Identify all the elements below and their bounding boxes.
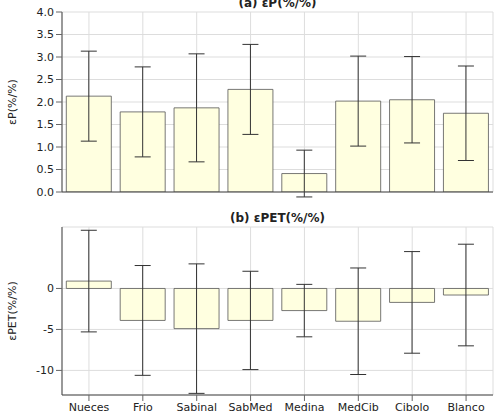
svg-text:Medina: Medina xyxy=(284,401,324,413)
svg-text:MedCib: MedCib xyxy=(338,401,379,413)
svg-text:3.0: 3.0 xyxy=(37,51,55,64)
svg-text:Sabinal: Sabinal xyxy=(176,401,217,413)
svg-text:0: 0 xyxy=(47,282,54,295)
html-text:(b) εPET(%/%): (b) εPET(%/%) xyxy=(230,211,325,225)
svg-text:4.0: 4.0 xyxy=(37,6,55,19)
svg-text:-10: -10 xyxy=(36,364,54,377)
svg-text:Cibolo: Cibolo xyxy=(395,401,430,413)
svg-text:1.0: 1.0 xyxy=(37,141,55,154)
svg-text:1.5: 1.5 xyxy=(37,118,55,131)
svg-text:2.0: 2.0 xyxy=(37,96,55,109)
svg-text:Frio: Frio xyxy=(133,401,153,413)
svg-text:Blanco: Blanco xyxy=(448,401,485,413)
svg-text:3.5: 3.5 xyxy=(37,28,55,41)
svg-text:0.0: 0.0 xyxy=(37,186,55,199)
svg-text:εPET(%/%): εPET(%/%) xyxy=(8,281,19,340)
svg-text:Nueces: Nueces xyxy=(69,401,110,413)
svg-text:εP(%/%): εP(%/%) xyxy=(8,79,19,125)
svg-text:SabMed: SabMed xyxy=(229,401,273,413)
svg-text:2.5: 2.5 xyxy=(37,73,55,86)
svg-text:-5: -5 xyxy=(43,323,54,336)
svg-text:0.5: 0.5 xyxy=(37,163,55,176)
